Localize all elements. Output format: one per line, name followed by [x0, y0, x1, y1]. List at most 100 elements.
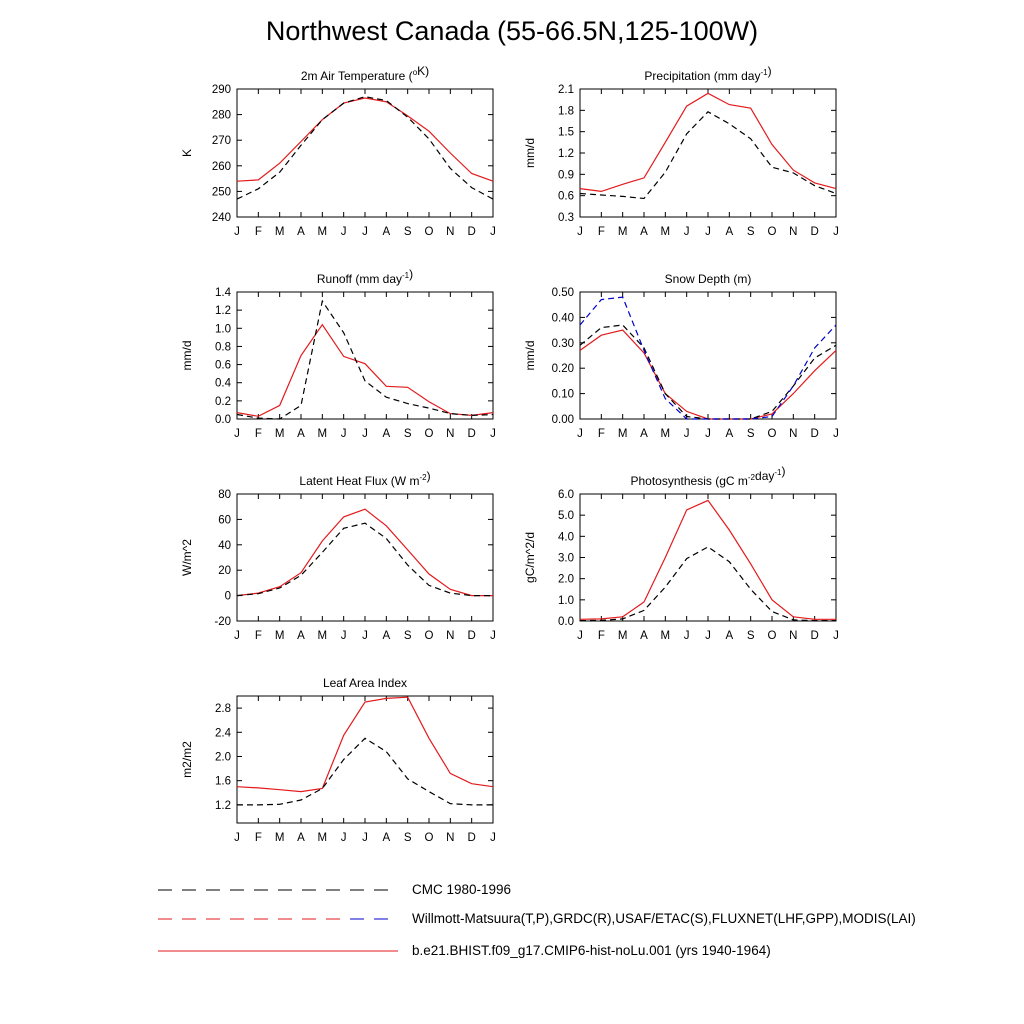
x-tick-label: N	[446, 428, 454, 440]
x-tick-label: S	[404, 428, 412, 440]
x-tick-label: M	[318, 226, 328, 238]
plot-frame	[579, 291, 837, 420]
y-tick-label: 1.2	[215, 800, 231, 812]
x-tick-label: M	[661, 226, 671, 238]
x-tick-label: D	[468, 630, 476, 642]
x-tick-label: J	[684, 428, 690, 440]
x-tick-label: M	[275, 226, 285, 238]
x-tick-label: M	[318, 428, 328, 440]
y-tick-label: 2.0	[215, 751, 231, 763]
y-tick-label: 2.8	[215, 703, 231, 715]
x-tick-label: J	[833, 630, 839, 642]
y-tick-label: 0.4	[215, 378, 232, 390]
x-tick-label: D	[468, 428, 476, 440]
y-tick-label: 4.0	[558, 531, 574, 543]
legend-entry: CMC 1980-1996	[0, 879, 1024, 901]
x-tick-label: J	[684, 226, 690, 238]
legend-swatch	[158, 950, 398, 952]
x-tick-label: S	[404, 226, 412, 238]
y-tick-label: 1.8	[558, 105, 574, 117]
x-tick-label: A	[725, 428, 733, 440]
x-tick-label: J	[362, 832, 368, 844]
x-tick-label: S	[747, 428, 755, 440]
y-axis-label: mm/d	[523, 341, 537, 371]
y-tick-label: 0.30	[552, 338, 574, 350]
x-tick-label: S	[747, 226, 755, 238]
panel-6: J F M A M J J A S O N D J0.01.02.03.04.05.06.0Photos…	[523, 464, 839, 642]
y-tick-label: 1.0	[558, 595, 574, 607]
plot-frame	[579, 493, 837, 622]
x-tick-label: A	[640, 630, 648, 642]
y-tick-label: 2.0	[558, 574, 574, 586]
series-line-model	[579, 92, 837, 193]
x-tick-label: J	[684, 630, 690, 642]
y-tick-label: 3.0	[558, 553, 574, 565]
x-tick-label: F	[255, 832, 262, 844]
plot-frame	[236, 695, 494, 824]
x-tick-label: O	[425, 226, 434, 238]
y-axis-label: m2/m2	[180, 741, 194, 778]
panel-title: 2m Air Temperature (oK)	[301, 64, 429, 83]
y-tick-label: 2.1	[558, 84, 574, 96]
x-tick-label: F	[255, 630, 262, 642]
x-tick-label: O	[768, 630, 777, 642]
x-tick-label: O	[425, 428, 434, 440]
y-tick-label: 0.00	[552, 414, 574, 426]
panel-title: Leaf Area Index	[323, 676, 407, 690]
x-tick-label: J	[705, 428, 711, 440]
figure-title: Northwest Canada (55-66.5N,125-100W)	[265, 16, 759, 46]
legend-label: CMC 1980-1996	[412, 882, 512, 897]
x-tick-label: J	[341, 226, 347, 238]
x-tick-label: J	[341, 630, 347, 642]
y-tick-label: 0.10	[552, 389, 574, 401]
series-line-model	[236, 696, 494, 793]
x-tick-label: J	[362, 428, 368, 440]
panel-title: Photosynthesis (gC m-2day-1)	[631, 464, 786, 488]
plot-frame	[579, 88, 837, 218]
x-tick-label: A	[382, 226, 390, 238]
y-tick-label: 0.9	[558, 169, 574, 181]
panel-title: Runoff (mm day-1)	[317, 267, 413, 286]
y-axis-label: mm/d	[180, 341, 194, 371]
y-tick-label: 0.3	[558, 212, 574, 224]
x-tick-label: J	[705, 630, 711, 642]
y-tick-label: 0	[225, 591, 231, 603]
x-tick-label: J	[490, 630, 496, 642]
y-tick-label: 280	[212, 110, 231, 122]
series-line-model	[236, 508, 493, 597]
series-line-cmc	[579, 324, 837, 420]
x-tick-label: N	[789, 630, 797, 642]
y-tick-label: 20	[218, 565, 231, 577]
legend-entry: b.e21.BHIST.f09_g17.CMIP6-hist-noLu.001 …	[0, 940, 1024, 962]
x-tick-label: A	[725, 226, 733, 238]
x-tick-label: M	[275, 630, 285, 642]
y-tick-label: 2.4	[215, 727, 232, 739]
y-tick-label: 0.6	[558, 191, 574, 203]
x-tick-label: O	[768, 428, 777, 440]
y-tick-label: 0.0	[215, 414, 231, 426]
x-tick-label: F	[255, 428, 262, 440]
panel-title: Precipitation (mm day-1)	[644, 64, 771, 83]
x-tick-label: N	[789, 428, 797, 440]
x-tick-label: J	[341, 832, 347, 844]
plot-frame	[236, 291, 494, 420]
y-tick-label: 40	[218, 540, 231, 552]
y-tick-label: 0.8	[215, 341, 231, 353]
x-tick-label: A	[382, 832, 390, 844]
y-tick-label: 0.40	[552, 312, 574, 324]
series-line-model	[236, 323, 494, 417]
x-tick-label: J	[490, 428, 496, 440]
x-tick-label: F	[598, 428, 605, 440]
x-tick-label: N	[446, 630, 454, 642]
x-tick-label: M	[275, 832, 285, 844]
x-tick-label: D	[811, 226, 819, 238]
plot-frame	[236, 88, 494, 218]
x-tick-label: J	[577, 226, 583, 238]
legend-entry: Willmott-Matsuura(T,P),GRDC(R),USAF/ETAC…	[0, 908, 1024, 930]
y-tick-label: 0.50	[552, 287, 574, 299]
y-tick-label: 1.4	[215, 287, 232, 299]
